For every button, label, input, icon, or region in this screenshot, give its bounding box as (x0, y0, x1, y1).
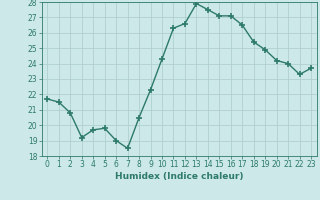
X-axis label: Humidex (Indice chaleur): Humidex (Indice chaleur) (115, 172, 244, 181)
